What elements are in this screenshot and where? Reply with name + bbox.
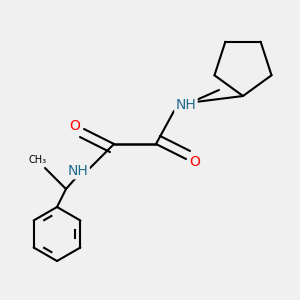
Text: O: O <box>70 119 80 133</box>
Text: CH₃: CH₃ <box>28 155 46 165</box>
Text: O: O <box>190 155 200 169</box>
Text: NH: NH <box>68 164 88 178</box>
Text: NH: NH <box>176 98 197 112</box>
